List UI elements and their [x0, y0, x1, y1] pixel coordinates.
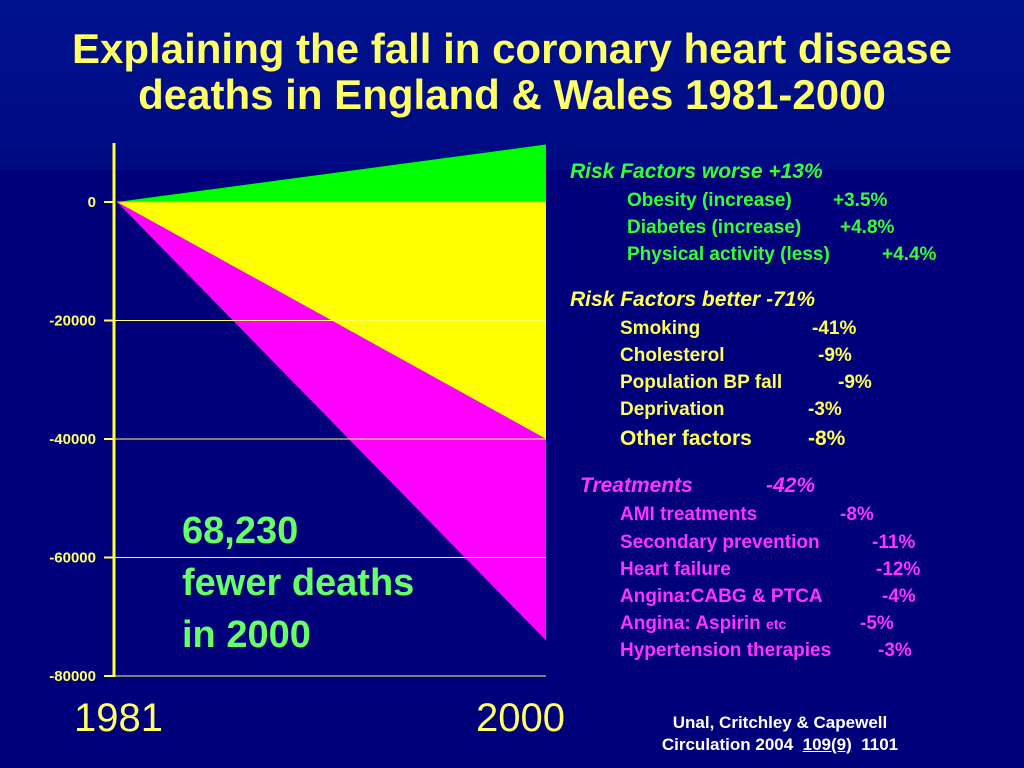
y-tick-label: -60000	[49, 550, 96, 567]
x-tick-label-2000: 2000	[476, 696, 565, 740]
legend-value-heart-failure: -12%	[876, 559, 921, 580]
legend-value-physical-activity: +4.4%	[882, 244, 937, 265]
y-tick-label: -40000	[49, 431, 96, 448]
legend-value-ami: -8%	[840, 504, 874, 525]
citation-line-1: Unal, Critchley & Capewell	[672, 713, 888, 732]
annotation-line-3: in 2000	[182, 614, 311, 656]
legend-value-diabetes: +4.8%	[840, 217, 895, 238]
citation: Unal, Critchley & Capewell Circulation 2…	[620, 712, 940, 756]
citation-line-2: Circulation 2004 109(9) 1101	[661, 735, 899, 754]
x-tick-label-1981: 1981	[74, 696, 163, 740]
legend-value-deprivation: -3%	[808, 399, 842, 420]
magenta-area-treatments	[117, 202, 546, 641]
legend-header-treatments-value: -42%	[766, 474, 816, 497]
citation-volume: 109(9)	[802, 735, 852, 754]
legend-item-cholesterol: Cholesterol	[620, 345, 725, 366]
legend-item-aspirin: Angina: Aspirin etc	[620, 613, 787, 634]
legend-item-physical-activity: Physical activity (less)	[627, 244, 830, 265]
legend-value-hypertension: -3%	[878, 640, 912, 661]
legend-item-other-factors: Other factors	[620, 427, 752, 450]
legend-item-aspirin-etc: etc	[766, 616, 787, 632]
legend-header-treatments: Treatments	[580, 474, 693, 497]
legend-item-deprivation: Deprivation	[620, 399, 725, 420]
legend-header-worse: Risk Factors worse +13%	[570, 160, 823, 183]
title-line-1: Explaining the fall in coronary heart di…	[72, 25, 952, 72]
legend-value-obesity: +3.5%	[833, 190, 888, 211]
legend-value-other-factors: -8%	[808, 427, 846, 450]
green-area-risk-worse	[117, 144, 546, 202]
legend-item-ami: AMI treatments	[620, 504, 758, 525]
title-band	[0, 0, 1024, 170]
legend-value-bp-fall: -9%	[838, 372, 872, 393]
title-line-2: deaths in England & Wales 1981-2000	[138, 71, 886, 118]
legend-value-cholesterol: -9%	[818, 345, 852, 366]
legend-item-diabetes: Diabetes (increase)	[627, 217, 802, 238]
legend-item-cabg-ptca: Angina:CABG & PTCA	[620, 586, 823, 607]
legend-item-bp-fall: Population BP fall	[620, 372, 783, 393]
y-tick-label: -20000	[49, 313, 96, 330]
y-tick-label: -80000	[49, 668, 96, 685]
legend-value-smoking: -41%	[812, 318, 857, 339]
legend-item-hypertension: Hypertension therapies	[620, 640, 832, 661]
annotation-line-1: 68,230	[182, 510, 299, 552]
legend-value-secondary-prevention: -11%	[872, 532, 916, 553]
legend-item-heart-failure: Heart failure	[620, 559, 731, 580]
legend-item-smoking: Smoking	[620, 318, 701, 339]
legend-value-cabg-ptca: -4%	[882, 586, 916, 607]
y-tick-label: 0	[88, 194, 96, 211]
annotation-line-2: fewer deaths	[182, 562, 415, 604]
deaths-annotation: 68,230 fewer deaths in 2000	[182, 505, 414, 661]
legend-value-aspirin: -5%	[860, 613, 894, 634]
legend-item-secondary-prevention: Secondary prevention	[620, 532, 820, 553]
legend-item-obesity: Obesity (increase)	[627, 190, 792, 211]
slide-title: Explaining the fall in coronary heart di…	[0, 26, 1024, 118]
legend-header-better: Risk Factors better -71%	[570, 288, 816, 311]
